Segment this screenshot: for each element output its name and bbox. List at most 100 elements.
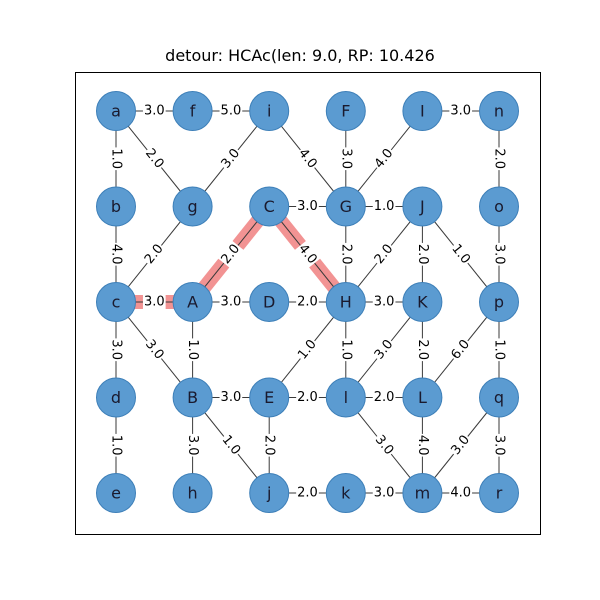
node-r: r (479, 473, 519, 513)
node-label: i (267, 102, 271, 121)
node-label: r (496, 484, 503, 503)
edge-label-c-A: 3.0 (142, 294, 166, 310)
edge-weight-text: 2.0 (297, 295, 318, 310)
node-label: H (340, 293, 352, 312)
edge-label-background (108, 242, 124, 266)
node-label: B (187, 388, 198, 407)
edge-label-background (141, 240, 168, 268)
node-circle (249, 473, 290, 513)
edge-weight-text: 3.0 (374, 295, 395, 310)
node-label: k (341, 484, 351, 503)
edge-label-c-B: 3.0 (141, 336, 168, 364)
node-circle (479, 282, 519, 322)
edge-label-H-E: 1.0 (294, 336, 321, 364)
node-label: D (263, 293, 275, 312)
node-label: n (494, 102, 504, 121)
edge-label-background (371, 431, 398, 459)
node-label: g (188, 197, 198, 216)
edge-label-background (447, 431, 474, 459)
node-h: h (172, 473, 213, 513)
node-circle (325, 91, 366, 131)
node-circle (172, 282, 213, 322)
edge-weight-text: 4.0 (372, 146, 397, 172)
edge-weight-text: 3.0 (219, 146, 244, 172)
edge-label-F-G: 3.0 (338, 147, 354, 171)
node-J: J (402, 186, 443, 227)
edge-label-I-G: 4.0 (371, 145, 398, 173)
edge-label-G-J: 1.0 (372, 199, 396, 214)
edge-weight-text: 2.0 (297, 390, 318, 405)
node-label: A (187, 293, 198, 312)
edge-label-d-e: 1.0 (108, 433, 124, 457)
edge-label-background (338, 147, 354, 171)
edge-weight-text: 2.0 (492, 148, 507, 169)
edge-label-background (217, 145, 244, 173)
node-circle (172, 473, 213, 513)
edge-label-L-m: 4.0 (414, 433, 430, 457)
node-circle (479, 91, 519, 131)
edge-weight-text: 2.0 (262, 435, 277, 456)
node-circle (96, 473, 136, 513)
edge-label-background (338, 338, 354, 362)
node-A: A (172, 282, 213, 322)
edge-label-J-H: 2.0 (371, 240, 398, 268)
edge-weight-text: 3.0 (372, 337, 397, 363)
node-circle (96, 377, 136, 418)
node-label: J (419, 197, 425, 216)
node-label: K (417, 293, 428, 312)
node-circle (479, 473, 519, 513)
edge-label-i-G: 4.0 (294, 145, 321, 173)
edge-label-E-j: 2.0 (261, 433, 277, 457)
node-b: b (96, 186, 136, 227)
edge-weight-text: 3.0 (374, 486, 395, 501)
edge-label-K-L: 2.0 (414, 338, 430, 362)
node-L: L (402, 377, 443, 418)
edge-label-background (372, 390, 396, 405)
node-H: H (325, 282, 366, 322)
edge-label-background (491, 433, 507, 457)
edge-label-background (296, 485, 319, 501)
edge-weight-text: 3.0 (142, 337, 167, 363)
plot-frame (75, 72, 541, 535)
edge-label-background (141, 145, 168, 173)
edge-label-l-m: 3.0 (371, 431, 398, 459)
node-D: D (249, 282, 290, 322)
edge-label-background (185, 433, 201, 457)
edge-weight-text: 6.0 (448, 337, 473, 363)
edge-label-G-H: 2.0 (338, 242, 354, 266)
node-circle (402, 186, 443, 227)
node-label: E (264, 388, 274, 407)
edge-label-background (414, 242, 430, 266)
edge-label-f-i: 5.0 (219, 103, 243, 119)
edge-label-k-m: 3.0 (372, 485, 396, 501)
edge-label-j-k: 2.0 (296, 485, 319, 501)
edge-weight-text: 1.0 (492, 339, 507, 360)
node-e: e (96, 473, 136, 513)
edge-weight-text: 2.0 (372, 241, 397, 267)
chart-title: detour: HCAc(len: 9.0, RP: 10.426 (165, 46, 435, 65)
edge-weight-text: 3.0 (109, 339, 124, 360)
edge-weight-text: 3.0 (450, 104, 471, 119)
edge-label-B-h: 3.0 (185, 433, 201, 457)
node-label: C (264, 197, 275, 216)
edge-label-background (219, 390, 243, 405)
node-label: l (344, 388, 348, 407)
edge-label-background (141, 336, 168, 364)
node-circle (325, 473, 366, 513)
edge-label-background (185, 338, 201, 362)
node-label: F (341, 102, 350, 121)
node-a: a (96, 91, 136, 131)
edge-label-background (217, 431, 244, 459)
edge-weight-text: 3.0 (448, 432, 473, 458)
edge-label-m-r: 4.0 (449, 485, 473, 501)
edge-label-i-g: 3.0 (217, 145, 244, 173)
node-label: b (111, 197, 121, 216)
edge-weight-text: 1.0 (185, 339, 200, 360)
node-f: f (172, 91, 213, 131)
edge-label-n-o: 2.0 (491, 147, 507, 171)
edge-weight-text: 4.0 (450, 486, 471, 501)
edge-weight-text: 1.0 (448, 241, 473, 267)
node-circle (325, 186, 366, 227)
node-F: F (325, 91, 366, 131)
node-B: B (172, 377, 213, 418)
